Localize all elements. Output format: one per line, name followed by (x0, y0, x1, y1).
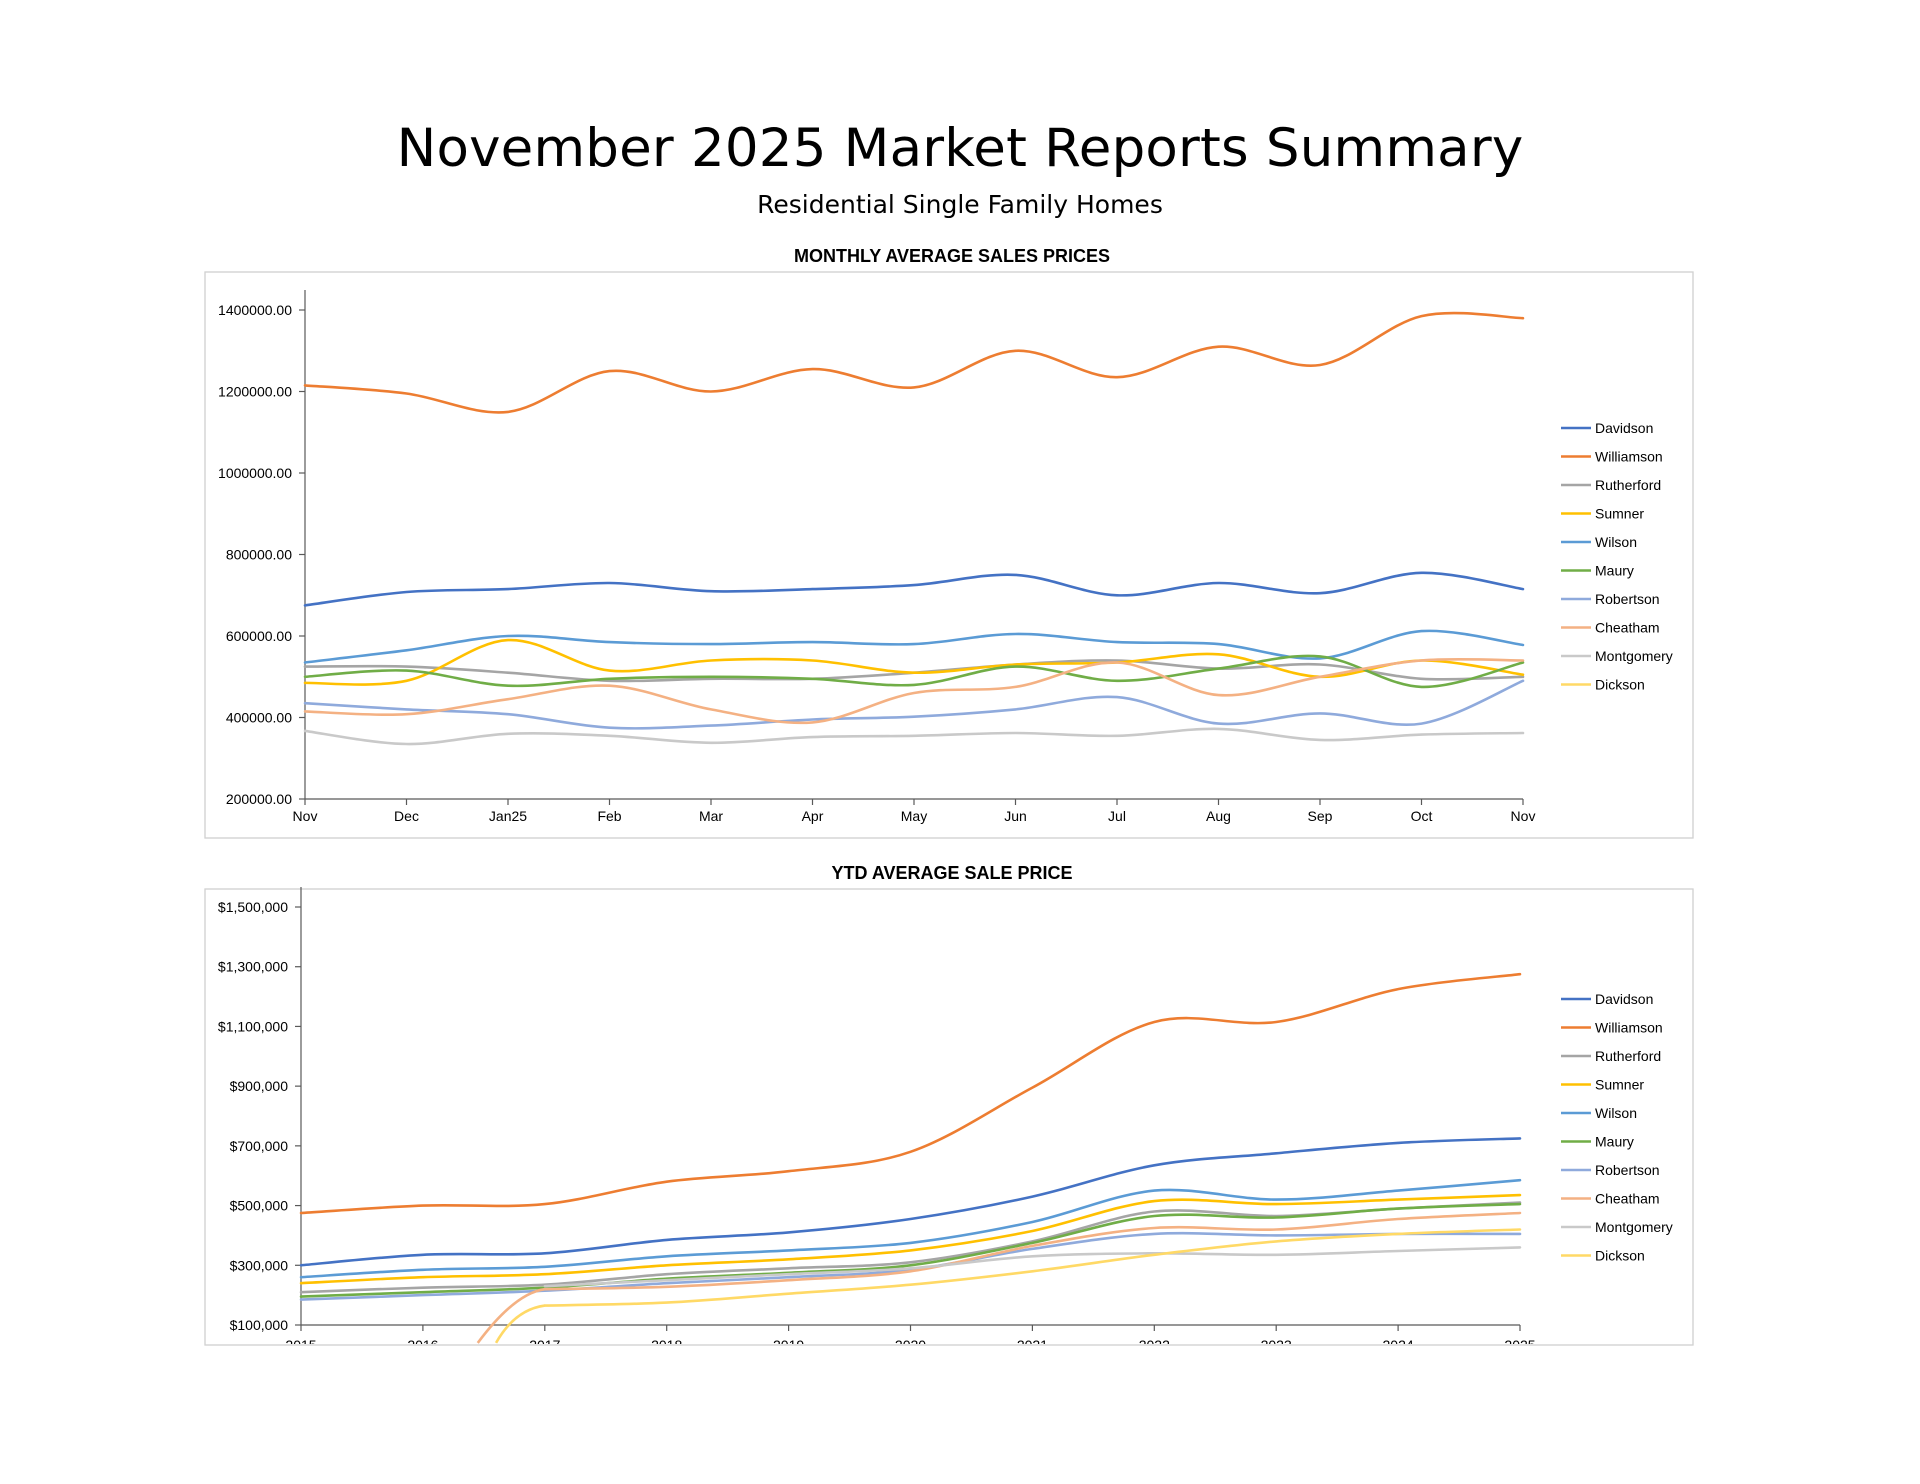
x-tick-label: Aug (1206, 808, 1231, 824)
series-line-robertson (303, 679, 1525, 730)
legend-label: Wilson (1595, 1105, 1637, 1121)
chart-1: MONTHLY AVERAGE SALES PRICES 1400000.00 12… (204, 246, 1694, 839)
y-tick-label: $1,300,000 (218, 959, 288, 975)
chart-2: YTD AVERAGE SALE PRICE $1,500,000 $1,300,0… (204, 863, 1694, 1353)
series-line-davidson (299, 1137, 1522, 1267)
x-tick-label: Oct (1411, 808, 1433, 824)
x-tick-label: Apr (802, 808, 824, 824)
y-tick-label: $1,100,000 (218, 1018, 288, 1034)
y-tick-label: $500,000 (230, 1198, 289, 1214)
x-tick-label: 2018 (651, 1337, 682, 1353)
legend-label: Davidson (1595, 991, 1653, 1007)
page-title: November 2025 Market Reports Summary (396, 118, 1524, 179)
y-tick-label: 200000.00 (226, 791, 292, 807)
page-subtitle: Residential Single Family Homes (757, 190, 1163, 219)
y-tick-label: 600000.00 (226, 628, 292, 644)
legend-label: Williamson (1595, 449, 1663, 465)
x-tick-label: Jan25 (489, 808, 527, 824)
series-line-montgomery (303, 727, 1525, 746)
y-tick-label: 800000.00 (226, 547, 292, 563)
y-tick-label: $900,000 (230, 1078, 289, 1094)
x-tick-label: Nov (1511, 808, 1536, 824)
x-tick-label: 2022 (1139, 1337, 1170, 1353)
series-line-williamson (299, 972, 1522, 1215)
series-line-dickson (543, 1228, 1522, 1307)
x-tick-label: Sep (1308, 808, 1333, 824)
legend-label: Cheatham (1595, 1191, 1660, 1207)
x-tick-label: 2020 (895, 1337, 926, 1353)
x-tick-label: 2017 (529, 1337, 560, 1353)
legend-label: Dickson (1595, 1248, 1645, 1264)
legend-label: Robertson (1595, 591, 1660, 607)
legend-label: Sumner (1595, 1077, 1644, 1093)
series-line-dickson-start (494, 1304, 545, 1344)
series-line-robertson (299, 1231, 1522, 1301)
x-tick-label: Jul (1108, 808, 1126, 824)
x-tick-label: 2023 (1261, 1337, 1292, 1353)
y-tick-label: $700,000 (230, 1138, 289, 1154)
x-tick-label: Mar (699, 808, 723, 824)
legend-label: Maury (1595, 1134, 1634, 1150)
legend-label: Maury (1595, 563, 1634, 579)
series-line-williamson (303, 311, 1525, 414)
x-tick-label: 2024 (1383, 1337, 1414, 1353)
series-line-montgomery (543, 1246, 1522, 1288)
y-tick-label: $1,500,000 (218, 899, 288, 915)
legend-label: Montgomery (1595, 648, 1673, 664)
x-tick-label: Jun (1004, 808, 1027, 824)
series-line-cheatham (303, 657, 1525, 725)
x-tick-label: 2015 (285, 1337, 316, 1353)
legend-label: Davidson (1595, 420, 1653, 436)
y-tick-label: 400000.00 (226, 710, 292, 726)
series-line-maury (299, 1202, 1522, 1298)
legend-label: Montgomery (1595, 1219, 1673, 1235)
y-tick-label: 1200000.00 (218, 384, 292, 400)
series-line-wilson (299, 1178, 1522, 1279)
legend-label: Rutherford (1595, 477, 1661, 493)
legend-label: Rutherford (1595, 1048, 1661, 1064)
x-tick-label: May (901, 808, 927, 824)
y-tick-label: 1400000.00 (218, 302, 292, 318)
y-tick-label: 1000000.00 (218, 465, 292, 481)
y-tick-label: $100,000 (230, 1317, 289, 1333)
chart-title: YTD AVERAGE SALE PRICE (831, 863, 1072, 883)
legend: Davidson Williamson Rutherford Sumner Wilson… (1561, 991, 1673, 1264)
x-tick-label: 2019 (773, 1337, 804, 1353)
legend-label: Cheatham (1595, 620, 1660, 636)
series-line-davidson (303, 571, 1525, 607)
legend-label: Williamson (1595, 1020, 1663, 1036)
series-line-sumner (299, 1193, 1522, 1285)
legend-label: Sumner (1595, 506, 1644, 522)
series-line-maury (303, 654, 1525, 689)
series-line-wilson (303, 629, 1525, 664)
x-tick-label: 2021 (1017, 1337, 1048, 1353)
chart-title: MONTHLY AVERAGE SALES PRICES (794, 246, 1110, 266)
x-tick-label: Dec (394, 808, 419, 824)
legend-label: Robertson (1595, 1162, 1660, 1178)
x-tick-label: 2025 (1504, 1337, 1535, 1353)
series-line-cheatham-start (476, 1287, 546, 1344)
y-tick-label: $300,000 (230, 1257, 289, 1273)
x-tick-label: Feb (597, 808, 621, 824)
series-line-cheatham (543, 1211, 1522, 1291)
legend-label: Dickson (1595, 677, 1645, 693)
legend-label: Wilson (1595, 534, 1637, 550)
x-tick-label: 2016 (407, 1337, 438, 1353)
x-tick-label: Nov (293, 808, 318, 824)
chart-frame (204, 271, 1694, 839)
legend: Davidson Williamson Rutherford Sumner Wilson… (1561, 420, 1673, 693)
